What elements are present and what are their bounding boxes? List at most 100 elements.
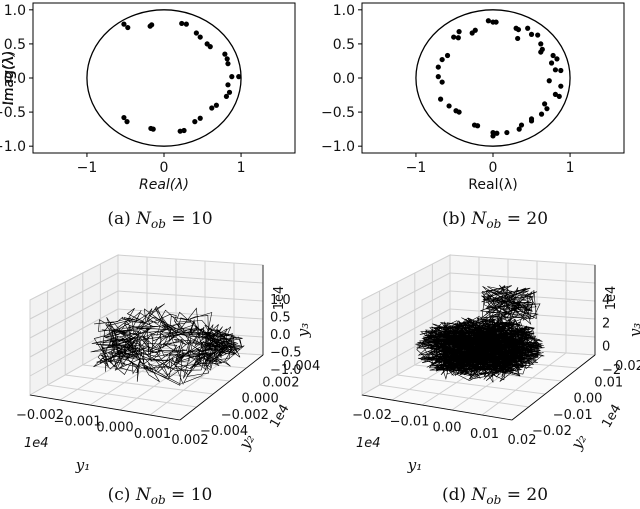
grid-line (47, 384, 197, 408)
z-tick-label: −2 (602, 363, 621, 378)
eigenvalue-point (471, 122, 478, 128)
x-tick-label: −0.002 (16, 408, 64, 423)
eigenvalue-point (494, 130, 500, 136)
x-axis-label: y₁ (407, 456, 423, 474)
unit-circle (415, 9, 571, 147)
x-tick-label: 0.01 (470, 427, 499, 442)
grid-line (29, 308, 119, 358)
y-tick-label: 0.00 (574, 392, 603, 407)
eigenvalue-point (177, 128, 183, 134)
caption-a: (a) Nob = 10 (107, 209, 212, 231)
eigenvalue-point (548, 60, 555, 66)
z-tick-label: 2 (602, 316, 610, 331)
y-tick-label: 0.5 (4, 37, 26, 53)
grid-line (361, 290, 451, 339)
eigenvalue-point (456, 109, 462, 115)
eigenvalue-point (455, 35, 461, 41)
eigenvalue-point (538, 111, 545, 117)
eigenvalue-point (451, 34, 457, 40)
y-tick-label: −0.02 (532, 424, 572, 439)
x-tick-label: 0.000 (96, 421, 133, 436)
grid-line (65, 374, 214, 395)
x-tick-label: 0.001 (134, 427, 171, 442)
eigenvalue-point (446, 103, 452, 109)
y-tick-label: 0.0 (333, 71, 355, 87)
grid-line (29, 290, 119, 339)
y-tick-label: −0.004 (200, 424, 248, 439)
eigenvalue-point (552, 67, 559, 73)
grid-line (89, 348, 177, 406)
x-tick-label: 1 (237, 160, 246, 176)
x-tick-label: −1 (406, 160, 427, 176)
x-axis-label: Real(λ) (468, 177, 517, 193)
y-tick-label: −0.5 (0, 105, 26, 121)
caption-b: (b) Nob = 20 (442, 209, 548, 231)
z-tick-label: −1.0 (270, 363, 302, 378)
y-tick-label: 0.01 (594, 375, 623, 390)
eigenvalue-point (197, 115, 203, 121)
eigenvalue-point (490, 129, 496, 136)
eigenvalue-point (121, 114, 127, 121)
z-tick-label: 4 (602, 293, 610, 308)
y-axis-label: Imag(λ) (1, 51, 17, 105)
eigenvalue-point (544, 106, 550, 112)
eigenvalue-point (518, 122, 525, 128)
eigenvalue-point (528, 118, 535, 124)
eigenvalue-point (472, 27, 478, 33)
eigenvalue-point (225, 82, 231, 88)
x-offset-text: 1e4 (24, 436, 49, 451)
y-axis-line (179, 354, 264, 421)
x-tick-label: −0.001 (53, 414, 101, 429)
y-tick-label: 0.002 (262, 375, 299, 390)
grid-line (449, 290, 596, 302)
y-offset-text: 1e4 (599, 402, 624, 431)
grid-line (361, 272, 451, 320)
grid-line (29, 272, 119, 320)
y-tick-label: 1.0 (333, 3, 355, 19)
z-tick-label: 0 (602, 340, 610, 355)
y-axis-label: Imag(λ) (1, 51, 17, 105)
eigenvalue-point (197, 34, 203, 40)
eigenvalue-point (438, 96, 444, 102)
grid-line (449, 308, 596, 320)
z-tick-label: 1.0 (270, 293, 291, 308)
eigenvalue-point (444, 52, 451, 59)
grid-line (82, 364, 230, 382)
eigenvalue-point (546, 78, 552, 84)
y-tick-label: 0.5 (333, 37, 355, 53)
grid-line (379, 384, 529, 408)
3d-panel-2: −0.02−0.01 0.00 0.01 0.020.020.010.00−0.01−… (352, 254, 640, 474)
x-tick-label: 0 (160, 160, 169, 176)
eigenvalue-point (435, 74, 441, 80)
z-axis-label: y₃ (294, 323, 312, 339)
x-tick-label: 0.002 (171, 433, 208, 448)
eigenvalue-point (148, 125, 154, 132)
eigenvalue-point (535, 32, 541, 38)
y-tick-label: −1.0 (321, 139, 355, 155)
eigenvalue-point (538, 41, 544, 47)
x-axis-line (29, 394, 181, 421)
grid-line (397, 374, 546, 395)
x-axis-line (361, 394, 513, 421)
eigenvalue-point (515, 26, 522, 33)
eigenvalue-point (538, 49, 544, 55)
grid-line (119, 350, 206, 411)
eigenvalue-point (222, 51, 228, 57)
eigenvalue-point (550, 52, 556, 59)
grid-line (59, 346, 148, 401)
eigen-panel-2: −1 0 1 1.0 0.5 0.0 −0.5 −1.0 Real(λ) Imag(λ) (1, 2, 625, 193)
grid-line (29, 326, 119, 377)
y-tick-label: 0.02 (615, 359, 640, 374)
eigenvalue-point (554, 56, 560, 62)
eigenvalue-point (525, 25, 531, 31)
grid-line (481, 352, 567, 416)
x-tick-label: 0 (489, 160, 498, 176)
eigenvalue-point (552, 91, 559, 97)
eigenvalue-point (493, 19, 499, 25)
eigenvalue-point (183, 21, 189, 27)
eigenvalue-point (124, 119, 130, 125)
unit-circle (86, 9, 242, 147)
eigenvalue-point (181, 127, 187, 134)
eigenvalue-point (542, 101, 548, 107)
trajectory-line (415, 284, 545, 383)
